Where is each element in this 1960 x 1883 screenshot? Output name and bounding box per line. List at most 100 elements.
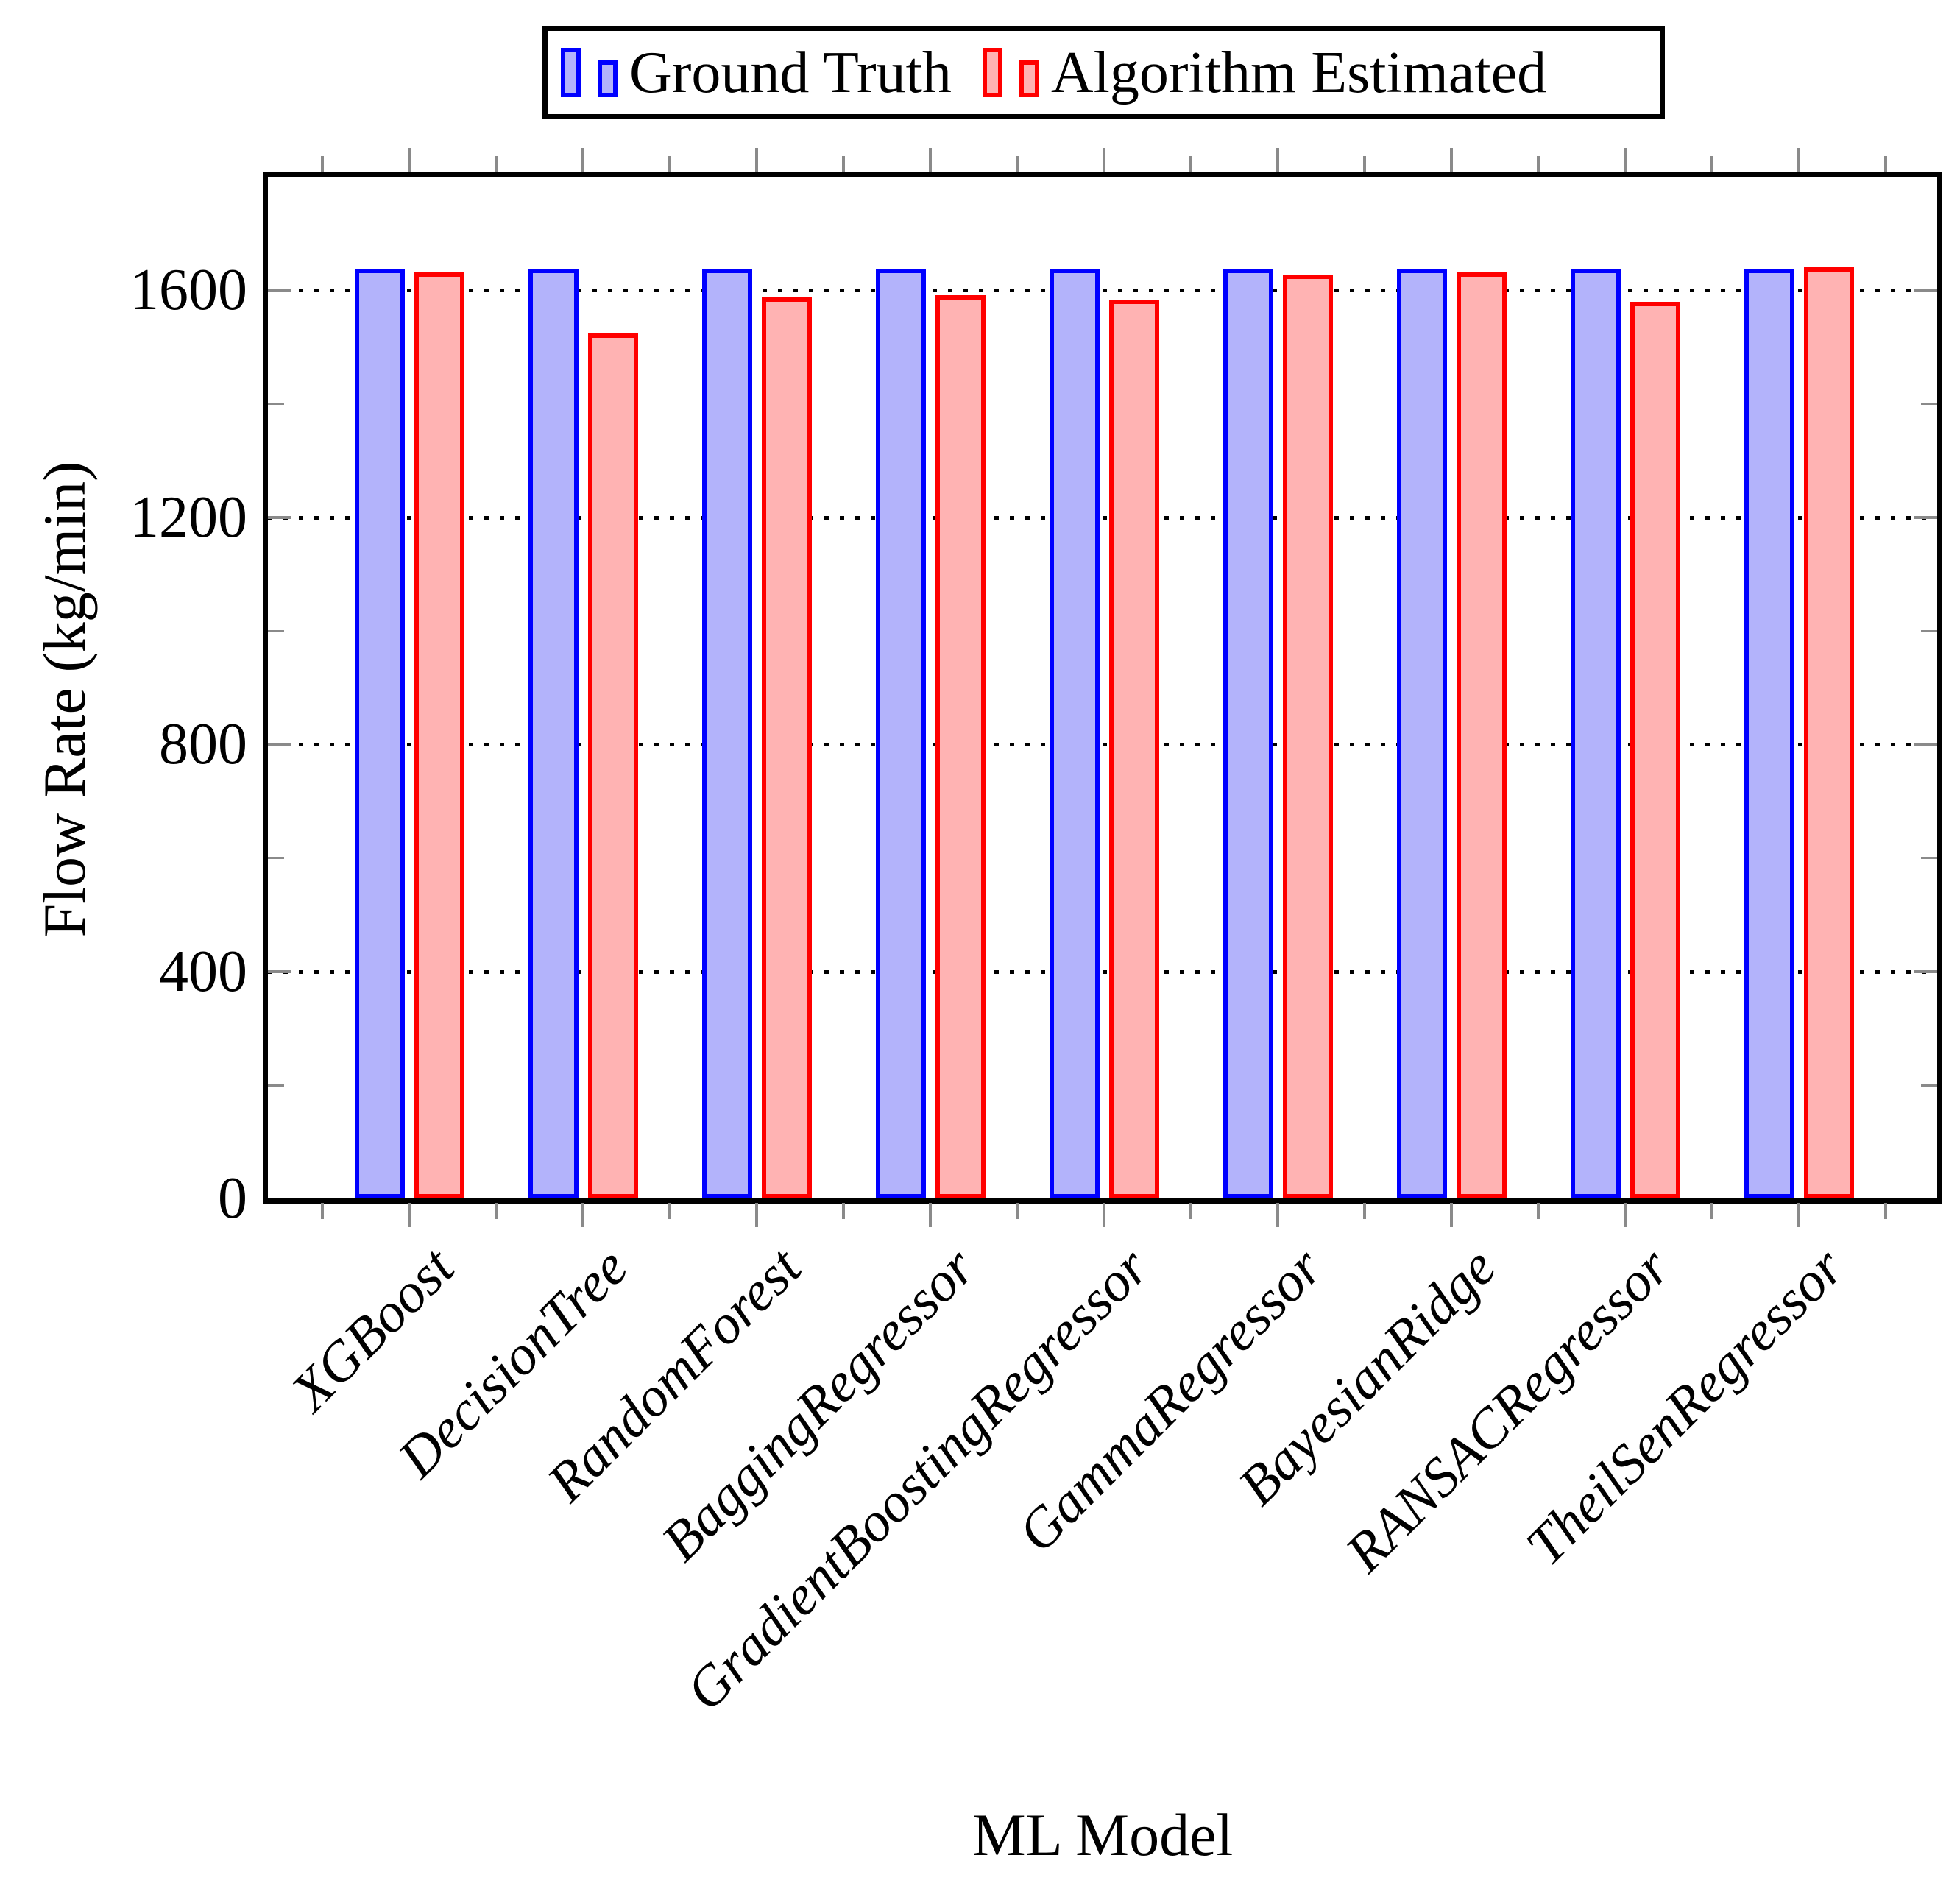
x-tick-top-minor-0 [321,156,324,172]
x-tick-bottom-minor-2 [668,1203,671,1219]
x-tick-top-major-5 [1276,148,1279,172]
bar-ground-truth-TheilSenRegressor [1744,269,1794,1198]
bar-estimated-RANSACRegressor [1630,302,1680,1198]
x-tick-bottom-minor-8 [1710,1203,1713,1219]
x-tick-bottom-major-8 [1797,1203,1800,1227]
bar-ground-truth-XGBoost [355,269,405,1198]
x-tick-bottom-major-7 [1624,1203,1627,1227]
y-tick-label-400: 400 [159,939,247,1004]
gridline-1200 [268,515,1937,520]
x-tick-top-minor-3 [842,156,845,172]
y-tick-right-1200 [1914,515,1937,519]
x-tick-top-major-6 [1450,148,1453,172]
x-tick-label-RANSACRegressor: RANSACRegressor [1334,1236,1682,1584]
bar-ground-truth-DecisionTree [528,269,579,1198]
x-tick-bottom-major-0 [408,1203,411,1227]
x-tick-top-minor-4 [1016,156,1019,172]
bar-estimated-GammaRegressor [1283,275,1333,1198]
y-minor-tick-right-1400 [1921,403,1937,406]
y-minor-tick-left-600 [268,857,284,860]
x-tick-label-XGBoost: XGBoost [279,1236,466,1423]
x-tick-top-major-4 [1103,148,1105,172]
x-tick-top-minor-9 [1884,156,1887,172]
bar-ground-truth-GradientBoostingRegressor [1050,269,1100,1198]
x-tick-top-major-3 [929,148,932,172]
x-tick-top-minor-6 [1363,156,1366,172]
gridline-400 [268,969,1937,974]
x-tick-top-major-0 [408,148,411,172]
y-minor-tick-right-200 [1921,1084,1937,1087]
y-tick-label-1200: 1200 [130,484,247,550]
legend-item: Algorithm Estimated [982,40,1547,105]
y-minor-tick-left-1400 [268,403,284,406]
legend-bar-icon-b2 [598,60,618,97]
x-tick-bottom-minor-5 [1189,1203,1192,1219]
y-tick-left-1200 [268,515,291,519]
x-tick-label-GammaRegressor: GammaRegressor [1006,1236,1334,1564]
legend: Ground Truth Algorithm Estimated [542,26,1665,119]
x-tick-top-major-2 [755,148,758,172]
y-tick-left-800 [268,743,291,746]
legend-bar-icon-b1 [561,48,581,97]
bar-estimated-BaggingRegressor [935,295,986,1198]
x-axis-title: ML Model [972,1801,1234,1868]
x-tick-top-minor-7 [1537,156,1540,172]
bar-estimated-GradientBoostingRegressor [1109,300,1159,1198]
bar-ground-truth-RANSACRegressor [1571,269,1621,1198]
y-tick-left-400 [268,969,291,973]
x-tick-top-major-1 [581,148,584,172]
x-tick-top-minor-1 [495,156,498,172]
x-tick-bottom-minor-7 [1537,1203,1540,1219]
y-minor-tick-right-1000 [1921,629,1937,632]
y-tick-right-800 [1914,743,1937,746]
y-tick-right-400 [1914,969,1937,973]
legend-item: Ground Truth [561,43,952,102]
x-tick-bottom-major-4 [1103,1203,1105,1227]
x-tick-top-minor-8 [1710,156,1713,172]
bar-estimated-BayesianRidge [1457,272,1507,1198]
x-tick-bottom-minor-4 [1016,1203,1019,1219]
x-tick-label-TheilSenRegressor: TheilSenRegressor [1514,1236,1855,1578]
legend-item-label: Algorithm Estimated [1050,40,1547,105]
legend-bar-icon-b2 [1019,60,1039,97]
y-minor-tick-left-1000 [268,629,284,632]
x-tick-bottom-major-5 [1276,1203,1279,1227]
bar-ground-truth-RandomForest [702,269,752,1198]
bar-ground-truth-BaggingRegressor [876,269,926,1198]
x-tick-bottom-minor-3 [842,1203,845,1219]
x-tick-label-BaggingRegressor: BaggingRegressor [650,1236,987,1573]
x-tick-bottom-major-2 [755,1203,758,1227]
y-tick-label-800: 800 [159,712,247,777]
plot-area [268,177,1937,1198]
x-tick-top-major-7 [1624,148,1627,172]
gridline-800 [268,743,1937,747]
y-tick-right-1600 [1914,289,1937,292]
bar-ground-truth-GammaRegressor [1223,269,1273,1198]
legend-item-label: Ground Truth [629,40,952,105]
y-tick-left-1600 [268,289,291,292]
legend-bar-icon [982,48,1039,97]
x-tick-bottom-major-6 [1450,1203,1453,1227]
x-tick-top-minor-5 [1189,156,1192,172]
bar-ground-truth-BayesianRidge [1397,269,1447,1198]
y-minor-tick-right-600 [1921,857,1937,860]
gridline-1600 [268,289,1937,293]
legend-bar-icon [561,48,618,97]
x-tick-bottom-minor-0 [321,1203,324,1219]
legend-bar-icon-b1 [982,48,1002,97]
x-tick-bottom-minor-1 [495,1203,498,1219]
x-tick-top-minor-2 [668,156,671,172]
y-tick-label-0: 0 [218,1166,247,1231]
y-tick-label-1600: 1600 [130,258,247,323]
y-minor-tick-left-200 [268,1084,284,1087]
bar-estimated-XGBoost [414,272,464,1198]
bar-estimated-DecisionTree [588,333,638,1198]
x-tick-bottom-minor-6 [1363,1203,1366,1219]
x-tick-bottom-minor-9 [1884,1203,1887,1219]
bar-estimated-TheilSenRegressor [1804,267,1854,1198]
bar-estimated-RandomForest [762,297,812,1198]
x-tick-bottom-major-3 [929,1203,932,1227]
x-tick-bottom-major-1 [581,1203,584,1227]
x-tick-top-major-8 [1797,148,1800,172]
